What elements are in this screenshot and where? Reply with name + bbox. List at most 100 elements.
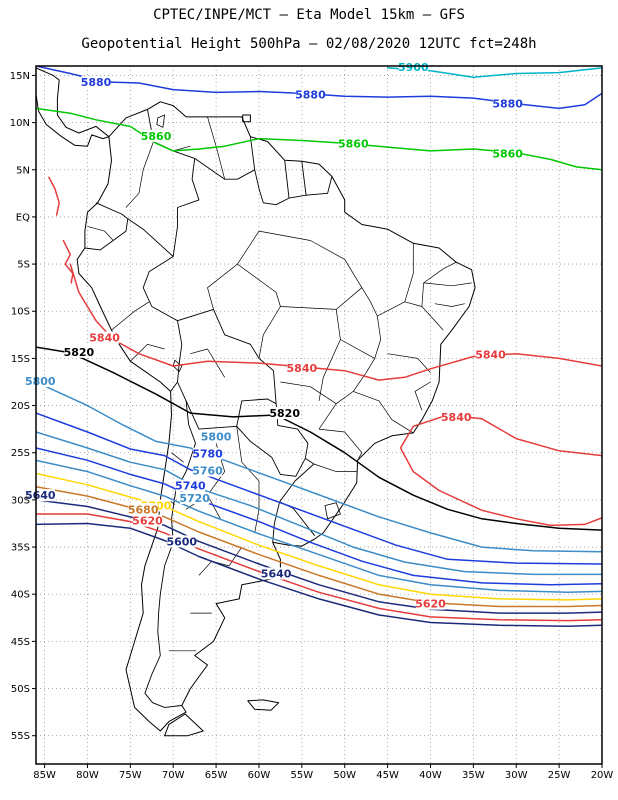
contour-label: 5740 <box>175 480 206 493</box>
contour-5740 <box>36 447 602 586</box>
contour-label-background <box>493 147 523 160</box>
tick-label-lat: 15S <box>11 354 30 365</box>
tick-label-lat: 35S <box>11 543 30 554</box>
contour-label-background <box>128 503 158 516</box>
contour-label: 5620 <box>132 515 163 528</box>
contour-label: 5620 <box>415 598 446 611</box>
tick-label-lat: 50S <box>11 684 30 695</box>
contour-5620 <box>36 513 602 622</box>
state-border <box>421 261 457 307</box>
state-border <box>313 463 357 472</box>
map-title: CPTEC/INPE/MCT – Eta Model 15km – GFS <box>153 7 465 23</box>
contour-label-background <box>415 597 446 610</box>
tick-label-lat: 40S <box>11 590 30 601</box>
contour-label-background <box>398 60 428 73</box>
state-border <box>353 391 414 434</box>
state-border <box>130 343 165 362</box>
tick-label-lat: 20S <box>11 401 30 412</box>
state-border <box>171 452 184 463</box>
tick-label-lat: 5N <box>16 165 30 176</box>
tick-label-lon: 30W <box>505 770 528 781</box>
contour-5900 <box>386 67 602 79</box>
plot-background <box>36 66 602 764</box>
state-border <box>207 116 226 180</box>
contour-label: 5840 <box>287 362 318 375</box>
contour-label-background <box>192 464 223 477</box>
axis-ticks: 85W 80W 75W 70W 65W 60W 55W 50W 45W 40W 35W 30W 25W 2… <box>10 71 614 781</box>
contour-label-background <box>90 331 120 344</box>
tick-label-lon: 40W <box>419 770 442 781</box>
plot-frame <box>35 65 603 765</box>
coastline-south-america <box>76 101 476 732</box>
tick-label-lon: 35W <box>462 770 485 781</box>
tick-label-lon: 70W <box>162 770 185 781</box>
tick-label-lat: 15N <box>10 71 30 82</box>
state-border <box>387 353 431 373</box>
country-borders <box>84 109 472 708</box>
country-border <box>306 176 333 196</box>
tick-label-lat: 55S <box>11 731 30 742</box>
contour-label: 5760 <box>192 465 223 478</box>
contour-label-background <box>180 492 210 505</box>
state-border <box>404 243 414 302</box>
coastline-puerto-rico <box>196 42 211 47</box>
contour-label-background <box>338 137 368 150</box>
contour-5720 <box>36 459 602 594</box>
state-border <box>340 339 375 359</box>
tick-label-lon: 60W <box>248 770 271 781</box>
tick-label-lat: 25S <box>11 448 30 459</box>
coastline-central-america <box>36 67 110 147</box>
contour-label-background <box>132 514 163 527</box>
contour-5600 <box>36 522 602 628</box>
contour-label: 5840 <box>441 411 472 424</box>
lake-outline <box>324 502 341 520</box>
country-border <box>272 501 281 543</box>
state-border <box>434 303 465 307</box>
contour-label: 5800 <box>201 431 232 444</box>
contour-label: 5820 <box>64 346 95 359</box>
tick-label-lon: 20W <box>591 770 614 781</box>
state-border <box>377 301 444 331</box>
state-border <box>111 301 150 331</box>
tick-label-lon: 25W <box>548 770 571 781</box>
contour-label: 5720 <box>179 492 210 505</box>
contour-label: 5800 <box>25 375 56 388</box>
state-border <box>236 426 260 482</box>
contour-label: 5880 <box>81 76 112 89</box>
country-border <box>236 403 309 477</box>
contour-label: 5840 <box>475 349 506 362</box>
state-border <box>190 348 225 378</box>
tick-label-lon: 50W <box>333 770 356 781</box>
tick-label-lat: 45S <box>11 637 30 648</box>
contour-label-background <box>287 361 317 374</box>
country-border <box>127 218 183 392</box>
state-border <box>335 287 363 310</box>
contour-label-background <box>493 97 523 110</box>
contour-label-background <box>81 76 111 89</box>
contour-5760 <box>36 431 602 576</box>
contour-5840 <box>48 176 60 216</box>
contour-label: 5860 <box>141 130 172 143</box>
tick-label-lat: EQ <box>16 212 30 223</box>
country-border <box>144 400 196 708</box>
map-subtitle: Geopotential Height 500hPa – 02/08/2020 … <box>81 36 537 52</box>
tick-label-lon: 80W <box>76 770 99 781</box>
contour-5800 <box>36 381 602 553</box>
contour-label-background <box>25 489 55 502</box>
contour-5840 <box>399 414 602 527</box>
state-border <box>258 230 382 430</box>
contour-labels: 5900 5880 5880 5880 5860 5860 5860 5840 5840 5840… <box>25 60 523 611</box>
state-border <box>87 226 114 241</box>
contour-label-background <box>167 535 197 548</box>
contour-label-background <box>175 479 205 492</box>
tick-label-lon: 75W <box>119 770 142 781</box>
contour-label: 5780 <box>192 448 223 461</box>
contour-label-background <box>141 129 171 142</box>
coastline-trinidad <box>242 114 251 123</box>
state-border <box>318 428 363 461</box>
country-border <box>194 136 256 180</box>
state-border <box>198 546 243 576</box>
tick-label-lon: 45W <box>376 770 399 781</box>
contour-label: 5640 <box>25 489 56 502</box>
